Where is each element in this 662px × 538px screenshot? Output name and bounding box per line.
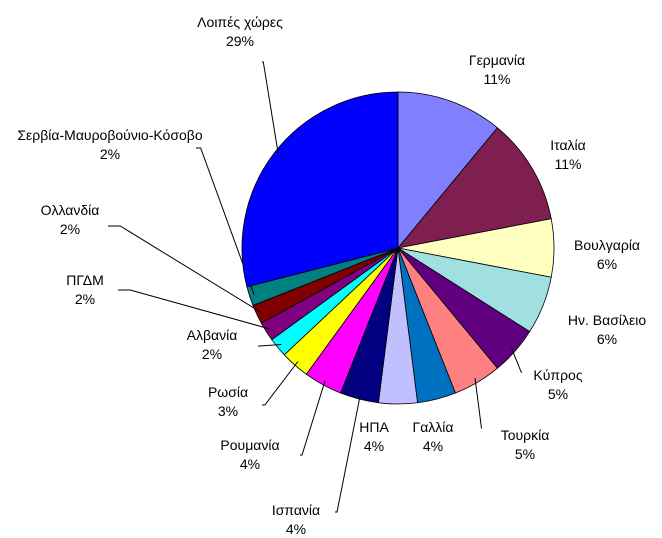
slice-label: ΗΠΑ 4% [359,418,389,456]
leader-line [511,347,522,373]
slice-label: Ισπανία 4% [272,501,320,538]
value-label: 11% [554,156,582,172]
leader-line [118,289,271,330]
value-label: 5% [547,386,569,402]
slice-label: Γαλλία 4% [412,418,453,456]
slice-label: Ρωσία 3% [208,383,248,421]
leader-line [262,61,279,156]
category-label: Κύπρος [533,367,583,383]
leader-line [300,380,326,456]
slice-label: Λοιπές χώρες 29% [197,13,283,51]
leader-line [335,394,361,513]
value-label: 4% [285,521,307,537]
slice-label: ΠΓΔΜ 2% [66,271,104,309]
category-label: Σερβία-Μαυροβούνιο-Κόσοβο [17,127,203,143]
leader-line [196,147,255,295]
slice-label: Ην. Βασίλειο 6% [568,311,646,349]
slice-label: Βουλγαρία 6% [574,236,640,274]
leader-line [258,343,282,347]
category-label: Ην. Βασίλειο [567,312,647,328]
value-label: 2% [74,291,96,307]
category-label: Αλβανία [186,327,238,343]
leader-line [108,225,262,313]
value-label: 6% [596,256,618,272]
value-label: 4% [422,438,444,454]
value-label: 29% [225,33,255,49]
value-label: 4% [239,456,261,472]
category-label: Ρωσία [207,384,249,400]
value-label: 4% [363,438,385,454]
category-label: Ισπανία [271,502,321,518]
value-label: 2% [99,146,121,162]
slice-label: Κύπρος 5% [533,366,582,404]
value-label: 11% [483,71,511,87]
pie-slice [397,91,499,250]
value-label: 5% [514,446,536,462]
slice-label: Ολλανδία 2% [41,201,100,239]
category-label: Τουρκία [500,427,550,443]
leader-line [474,378,482,429]
category-label: Βουλγαρία [573,237,641,253]
pie-slice [396,127,552,249]
leader-line [262,361,299,406]
value-label: 2% [201,346,223,362]
category-label: Γαλλία [412,419,454,435]
slice-label: Σερβία-Μαυροβούνιο-Κόσοβο 2% [10,126,210,164]
slice-label: Γερμανία 11% [469,51,525,89]
pie-slice [241,91,399,288]
slice-label: Αλβανία 2% [187,326,238,364]
category-label: Ρουμανία [220,437,280,453]
value-label: 6% [596,331,618,347]
slice-label: Ιταλία 11% [550,136,586,174]
category-label: Λοιπές χώρες [197,14,283,30]
category-label: Γερμανία [468,52,526,68]
value-label: 3% [217,403,239,419]
category-label: ΠΓΔΜ [66,272,104,288]
value-label: 2% [59,221,81,237]
slice-label: Ρουμανία 4% [220,436,279,474]
category-label: ΗΠΑ [359,419,389,435]
slice-label: Τουρκία 5% [501,426,550,464]
category-label: Ολλανδία [40,202,100,218]
category-label: Ιταλία [550,137,586,153]
